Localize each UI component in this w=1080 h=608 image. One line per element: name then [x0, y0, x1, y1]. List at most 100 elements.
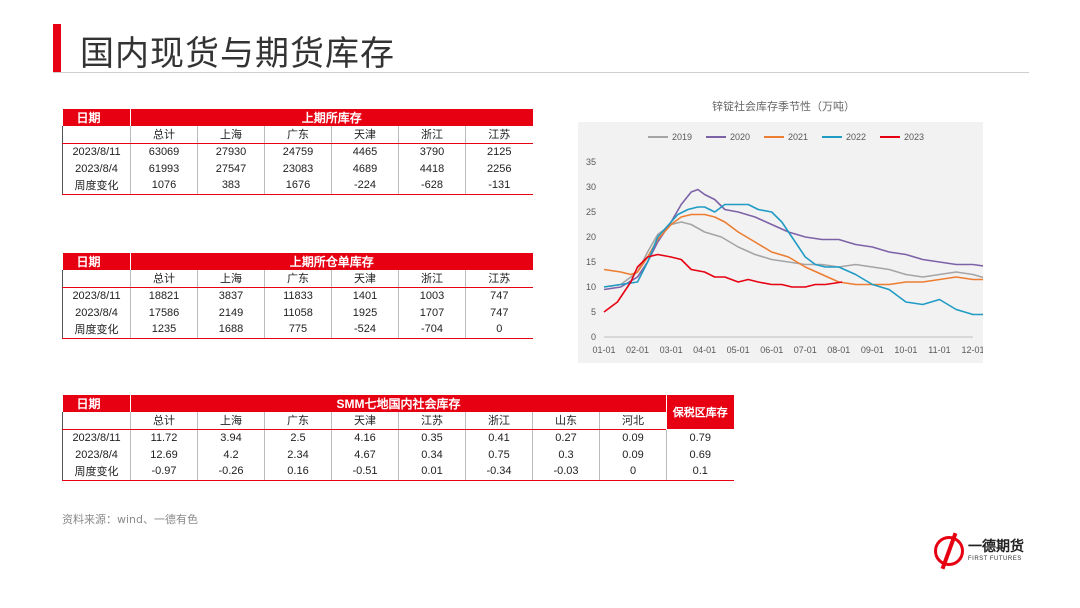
cell: -0.03	[532, 463, 600, 481]
cell: 11058	[264, 304, 332, 321]
row-date: 周度变化	[62, 463, 131, 481]
row-date: 2023/8/4	[62, 160, 131, 177]
cell: 17586	[130, 304, 198, 321]
cell: 3837	[197, 287, 265, 304]
table-row: 周度变化 -0.97 -0.26 0.16 -0.51 0.01 -0.34 -…	[62, 463, 734, 481]
column-header-blank	[62, 126, 131, 144]
cell: -0.34	[465, 463, 533, 481]
x-tick-label: 01-01	[592, 345, 615, 355]
cell: 4.16	[331, 429, 399, 446]
cell: 0.75	[465, 446, 533, 463]
table-row: 周度变化 1235 1688 775 -524 -704 0	[62, 321, 533, 339]
group-header: 上期所仓单库存	[129, 253, 533, 270]
cell: -0.97	[130, 463, 198, 481]
cell: 4418	[398, 160, 466, 177]
cell: 0.3	[532, 446, 600, 463]
cell: 1688	[197, 321, 265, 339]
x-tick-label: 05-01	[727, 345, 750, 355]
table-row: 2023/8/11 63069 27930 24759 4465 3790 21…	[62, 143, 533, 160]
column-header-blank	[62, 412, 131, 430]
y-tick-label: 15	[586, 257, 596, 267]
table-row: 2023/8/4 12.69 4.2 2.34 4.67 0.34 0.75 0…	[62, 446, 734, 463]
legend-label: 2023	[904, 132, 924, 142]
shfe-inventory-table: 日期 上期所库存 总计 上海 广东 天津 浙江 江苏 2023/8/11 630…	[62, 109, 533, 195]
cell: 0.09	[599, 446, 667, 463]
row-date: 2023/8/4	[62, 446, 131, 463]
column-header: 浙江	[465, 412, 533, 430]
bonded-cell: 0.1	[666, 463, 734, 481]
cell: 1925	[331, 304, 399, 321]
cell: -704	[398, 321, 466, 339]
cell: 0.27	[532, 429, 600, 446]
cell: 3790	[398, 143, 466, 160]
y-tick-label: 0	[591, 332, 596, 342]
cell: 27930	[197, 143, 265, 160]
x-tick-label: 07-01	[794, 345, 817, 355]
x-tick-label: 04-01	[693, 345, 716, 355]
title-divider	[53, 72, 1029, 73]
title-accent-bar	[53, 24, 61, 72]
series-line-2023	[603, 253, 843, 313]
y-tick-label: 25	[586, 207, 596, 217]
cell: 23083	[264, 160, 332, 177]
cell: 11833	[264, 287, 332, 304]
x-tick-label: 06-01	[760, 345, 783, 355]
cell: 4689	[331, 160, 399, 177]
group-header: 上期所库存	[129, 109, 533, 126]
x-tick-label: 03-01	[660, 345, 683, 355]
cell: 0.01	[398, 463, 466, 481]
row-date: 2023/8/4	[62, 304, 131, 321]
column-header: 浙江	[398, 270, 466, 288]
legend-label: 2019	[672, 132, 692, 142]
cell: 63069	[130, 143, 198, 160]
cell: 1076	[130, 177, 198, 195]
cell: 747	[464, 304, 533, 321]
cell: 0.16	[264, 463, 332, 481]
cell: -628	[398, 177, 466, 195]
cell: 383	[197, 177, 265, 195]
column-header: 天津	[331, 126, 399, 144]
chart-area: 0 5 10 15 20 25 30 35 01-01 02-01 03-01 04-01 05-01 0…	[578, 122, 983, 363]
legend-label: 2022	[846, 132, 866, 142]
column-header: 广东	[264, 270, 332, 288]
column-header: 广东	[264, 412, 332, 430]
row-date: 周度变化	[62, 177, 131, 195]
legend-label: 2020	[730, 132, 750, 142]
column-header: 天津	[331, 412, 399, 430]
cell: -0.26	[197, 463, 265, 481]
series-line-2021	[603, 213, 983, 286]
table-row: 周度变化 1076 383 1676 -224 -628 -131	[62, 177, 533, 195]
y-tick-label: 35	[586, 157, 596, 167]
row-date: 2023/8/11	[62, 429, 131, 446]
cell: 2256	[464, 160, 533, 177]
x-tick-label: 09-01	[861, 345, 884, 355]
logo-name: 一德期货	[968, 539, 1024, 555]
cell: -0.51	[331, 463, 399, 481]
cell: 1235	[130, 321, 198, 339]
cell: 4.67	[331, 446, 399, 463]
x-tick-label: 02-01	[626, 345, 649, 355]
cell: 0	[599, 463, 667, 481]
cell: 3.94	[197, 429, 265, 446]
y-tick-label: 10	[586, 282, 596, 292]
column-header: 广东	[264, 126, 332, 144]
cell: 1676	[264, 177, 332, 195]
shfe-warrant-table: 日期 上期所仓单库存 总计 上海 广东 天津 浙江 江苏 2023/8/11 1…	[62, 253, 533, 339]
row-date: 周度变化	[62, 321, 131, 339]
table-row: 2023/8/4 17586 2149 11058 1925 1707 747	[62, 304, 533, 321]
y-tick-label: 20	[586, 232, 596, 242]
cell: 0.35	[398, 429, 466, 446]
x-tick-label: 08-01	[827, 345, 850, 355]
cell: 2.34	[264, 446, 332, 463]
cell: 2125	[464, 143, 533, 160]
cell: 0.09	[599, 429, 667, 446]
legend-label: 2021	[788, 132, 808, 142]
cell: 11.72	[130, 429, 198, 446]
column-header: 江苏	[464, 270, 533, 288]
cell: 1401	[331, 287, 399, 304]
page-title: 国内现货与期货库存	[80, 34, 395, 74]
row-date: 2023/8/11	[62, 287, 131, 304]
bonded-header: 保税区库存	[666, 395, 734, 429]
column-header-blank	[62, 270, 131, 288]
column-header: 上海	[197, 412, 265, 430]
